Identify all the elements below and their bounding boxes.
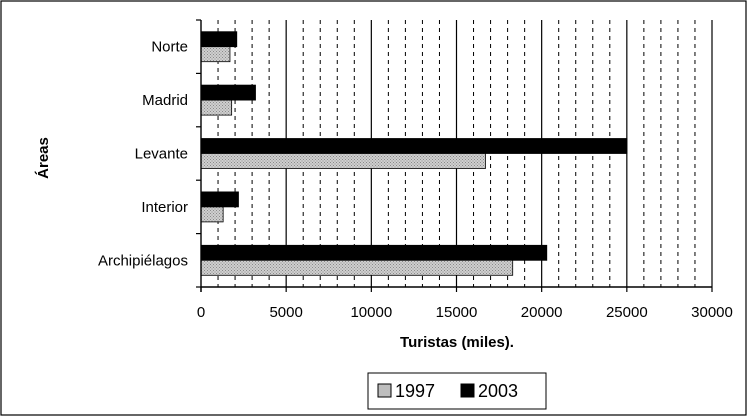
legend-label-1997: 1997 xyxy=(395,381,435,401)
category-label: Interior xyxy=(141,199,188,216)
bar-1997 xyxy=(200,206,224,223)
x-tick-label: 20000 xyxy=(521,304,563,321)
bar-2003 xyxy=(200,244,548,261)
bar-1997 xyxy=(200,99,233,116)
x-tick-label: 0 xyxy=(197,304,205,321)
x-tick-label: 5000 xyxy=(269,304,302,321)
legend-swatch-2003 xyxy=(460,383,475,398)
x-tick-label: 15000 xyxy=(436,304,478,321)
category-label: Archipiélagos xyxy=(98,252,188,269)
y-axis-title: Áreas xyxy=(35,137,52,179)
category-labels: Norte Madrid Levante Interior Archipiélagos xyxy=(98,19,201,288)
bar-1997 xyxy=(200,259,514,276)
category-label: Norte xyxy=(151,39,188,56)
x-tick-label: 10000 xyxy=(350,304,392,321)
bar-2003 xyxy=(200,84,256,101)
legend-label-2003: 2003 xyxy=(478,381,518,401)
bar-1997 xyxy=(200,153,486,169)
bar-2003 xyxy=(200,31,238,48)
bar-2003 xyxy=(200,191,239,208)
bar-1997 xyxy=(200,46,231,63)
x-tick-label: 25000 xyxy=(606,304,648,321)
category-label: Levante xyxy=(135,146,188,163)
x-tick-labels: 0 5000 10000 15000 20000 25000 30000 xyxy=(197,287,733,321)
legend-box xyxy=(367,372,547,410)
legend-swatch-1997 xyxy=(377,383,392,398)
category-label: Madrid xyxy=(142,92,188,109)
bar-2003 xyxy=(200,138,628,154)
x-axis-title: Turistas (miles). xyxy=(400,334,514,351)
x-tick-label: 30000 xyxy=(691,304,733,321)
legend: 1997 2003 xyxy=(367,372,547,410)
